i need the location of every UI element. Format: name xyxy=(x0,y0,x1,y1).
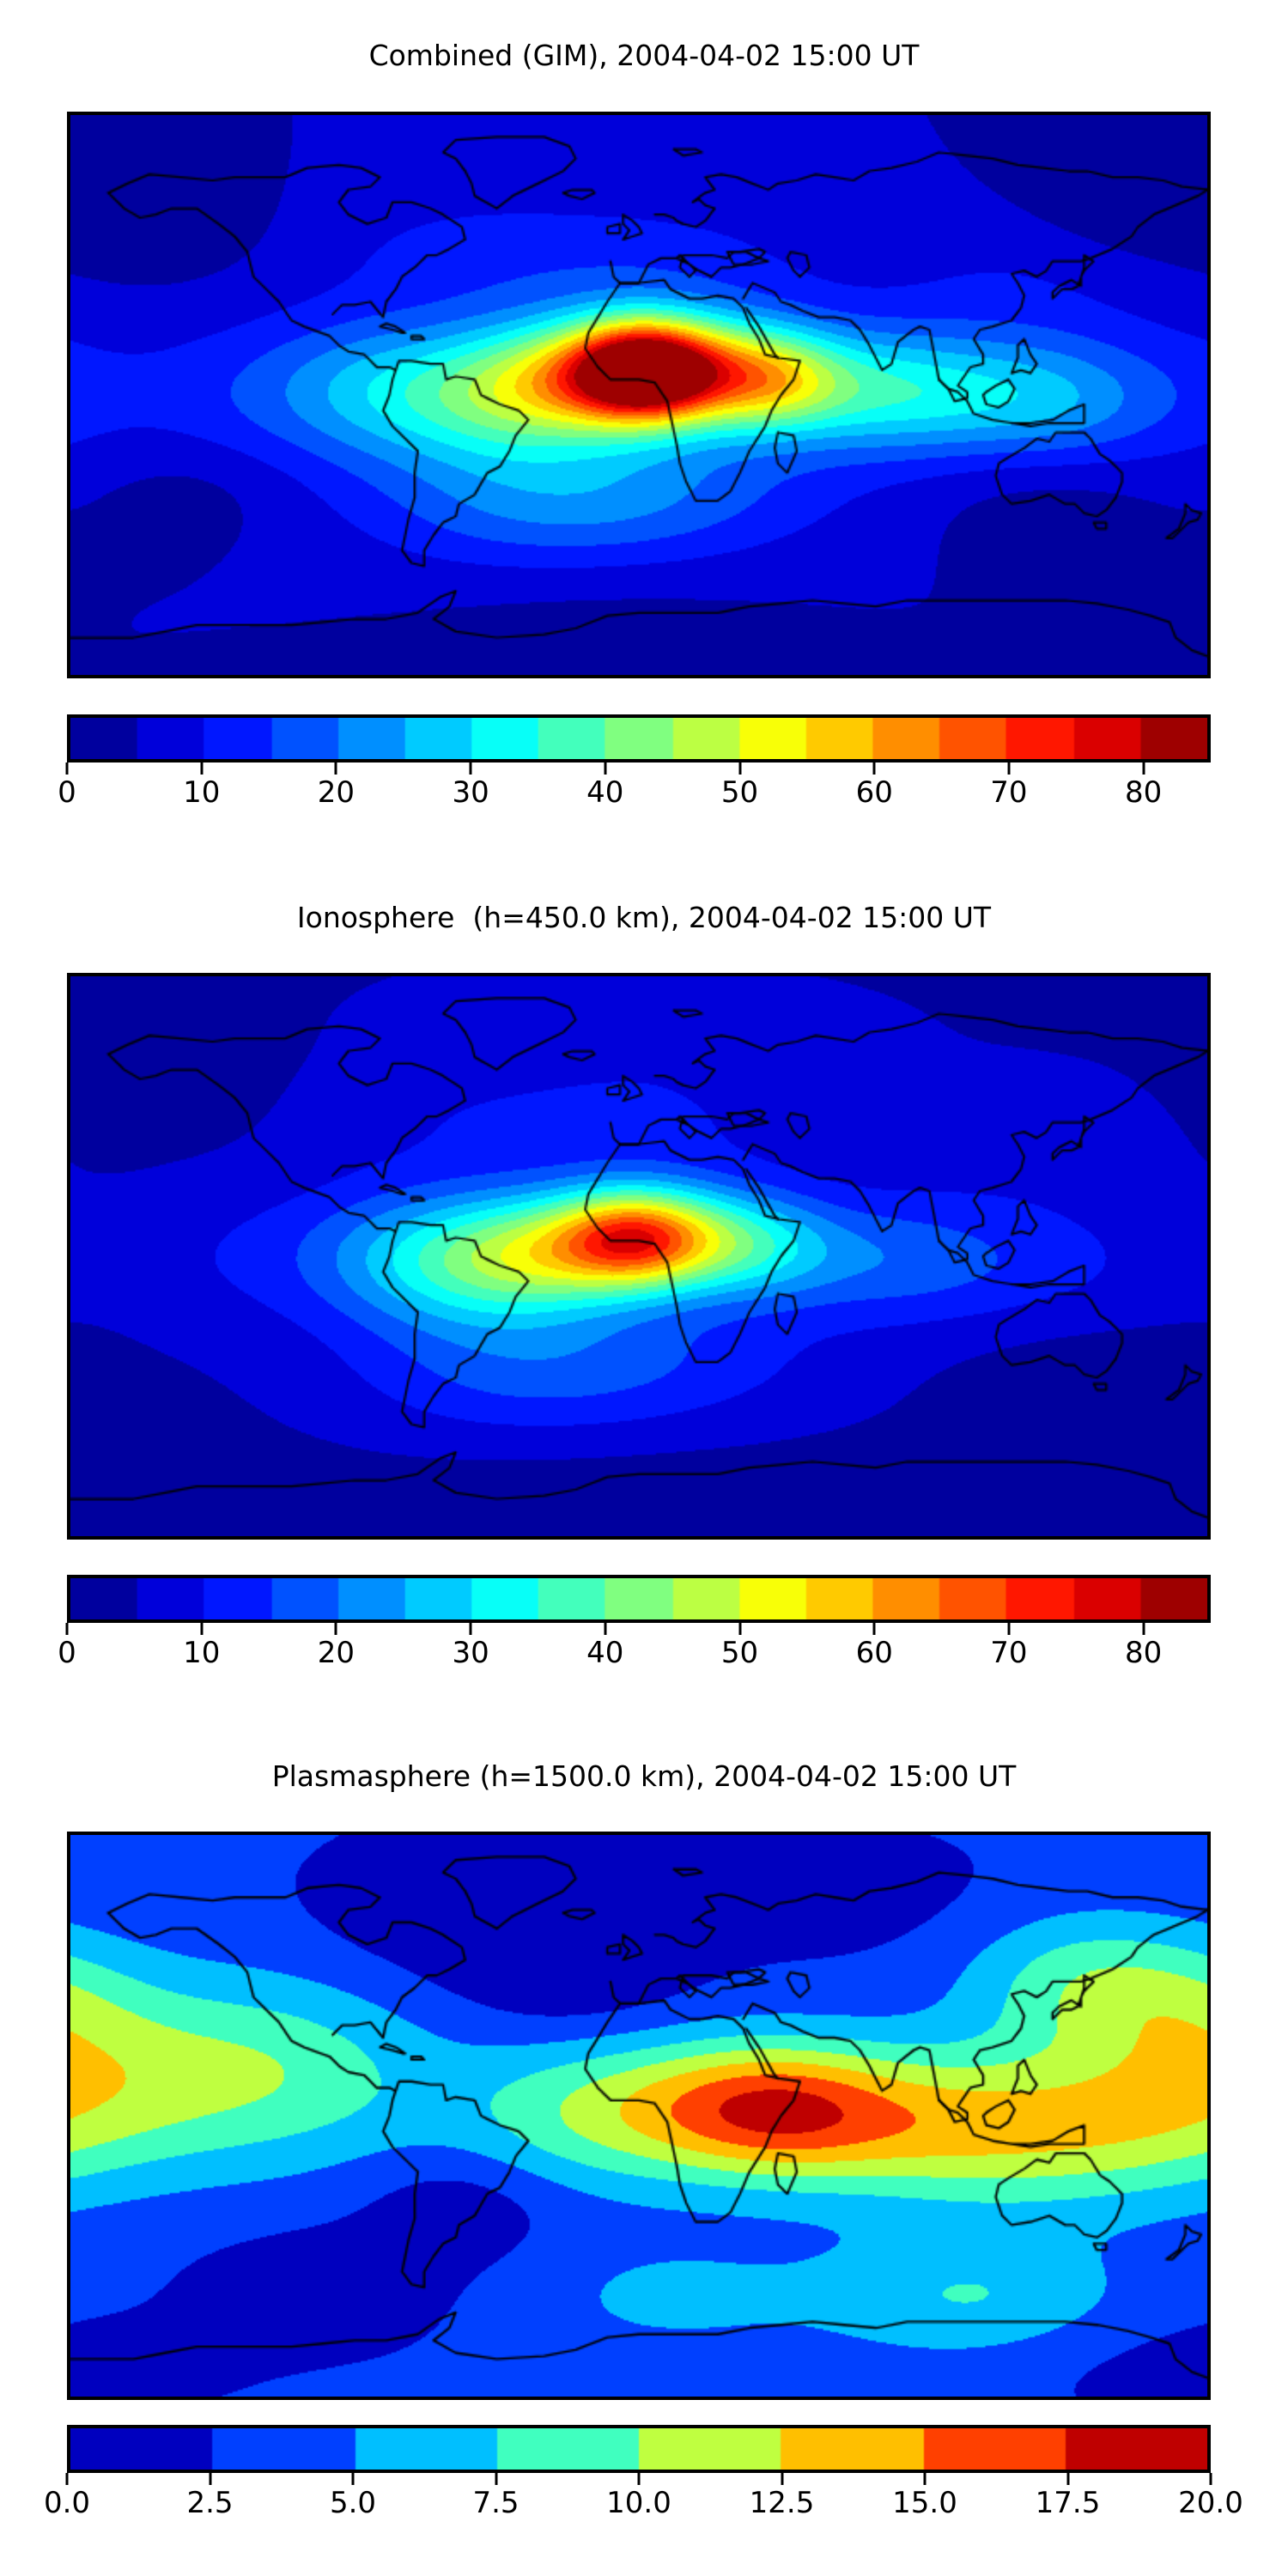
colorbar-tick xyxy=(65,762,69,775)
panel-title-ionosphere: Ionosphere (h=450.0 km), 2004-04-02 15:0… xyxy=(296,901,992,934)
colorbar-tick-label: 60 xyxy=(855,1636,893,1670)
panel-plasmasphere: Plasmasphere (h=1500.0 km), 2004-04-02 1… xyxy=(0,1717,1288,2576)
panel-combined-gim: Combined (GIM), 2004-04-02 15:00 UT 0 10 2… xyxy=(0,0,1288,859)
colorbar-tick xyxy=(781,2473,783,2485)
colorbar-tick-label: 7.5 xyxy=(472,2486,519,2520)
colorbar-tick-labels-ionosphere: 0 10 20 30 40 50 60 70 80 xyxy=(0,1638,1288,1676)
colorbar-tick xyxy=(334,762,337,775)
colorbar-gradient-plasmasphere xyxy=(70,2428,1207,2470)
colorbar-ionosphere xyxy=(67,1575,1211,1623)
colorbar-tick xyxy=(200,1623,204,1635)
colorbar-tick-labels-plasmasphere: 0.0 2.5 5.0 7.5 10.0 12.5 15.0 17.5 20.0 xyxy=(0,2488,1288,2526)
colorbar-tick xyxy=(200,762,204,775)
colorbar-tick xyxy=(1007,1623,1011,1635)
colorbar-tick-label: 10 xyxy=(183,775,221,810)
colorbar-tick xyxy=(738,1623,742,1635)
map-image-combined-gim xyxy=(70,115,1207,675)
colorbar-tick-label: 40 xyxy=(586,775,624,810)
colorbar-tick xyxy=(923,2473,927,2485)
colorbar-gradient-ionosphere xyxy=(70,1578,1207,1619)
colorbar-gradient-combined-gim xyxy=(70,718,1207,759)
colorbar-ticks-plasmasphere xyxy=(65,2473,1212,2485)
colorbar-tick-label: 20 xyxy=(317,1636,355,1670)
colorbar-tick-label: 12.5 xyxy=(749,2486,815,2520)
colorbar-tick-label: 50 xyxy=(720,775,759,810)
colorbar-tick-label: 60 xyxy=(855,775,893,810)
colorbar-tick xyxy=(1066,2473,1069,2485)
colorbar-tick-label: 20.0 xyxy=(1178,2486,1243,2520)
colorbar-tick-labels-combined-gim: 0 10 20 30 40 50 60 70 80 xyxy=(0,778,1288,816)
colorbar-tick-label: 0 xyxy=(58,775,76,810)
colorbar-tick-label: 70 xyxy=(990,775,1028,810)
map-image-ionosphere xyxy=(70,976,1207,1536)
colorbar-tick xyxy=(469,1623,472,1635)
colorbar-tick xyxy=(334,1623,337,1635)
colorbar-tick-label: 15.0 xyxy=(892,2486,957,2520)
colorbar-ticks-combined-gim xyxy=(65,762,1211,775)
colorbar-tick-label: 2.5 xyxy=(186,2486,234,2520)
colorbar-tick xyxy=(604,762,607,775)
colorbar-tick xyxy=(738,762,742,775)
colorbar-tick xyxy=(872,762,876,775)
colorbar-tick-label: 30 xyxy=(452,775,489,810)
colorbar-tick-label: 17.5 xyxy=(1035,2486,1101,2520)
map-axes-combined-gim xyxy=(67,112,1211,678)
colorbar-tick-label: 80 xyxy=(1125,1636,1163,1670)
colorbar-combined-gim xyxy=(67,714,1211,762)
colorbar-tick xyxy=(495,2473,497,2485)
colorbar-tick xyxy=(65,1623,69,1635)
map-image-plasmasphere xyxy=(70,1835,1207,2397)
colorbar-tick-label: 50 xyxy=(720,1636,759,1670)
colorbar-tick xyxy=(1142,762,1145,775)
colorbar-tick-label: 80 xyxy=(1125,775,1163,810)
colorbar-tick xyxy=(351,2473,355,2485)
colorbar-tick-label: 70 xyxy=(990,1636,1028,1670)
colorbar-tick xyxy=(65,2473,69,2485)
colorbar-tick xyxy=(1209,2473,1212,2485)
colorbar-tick-label: 10.0 xyxy=(606,2486,671,2520)
colorbar-tick-label: 0 xyxy=(58,1636,76,1670)
colorbar-tick xyxy=(209,2473,211,2485)
colorbar-tick-label: 0.0 xyxy=(43,2486,91,2520)
map-axes-ionosphere xyxy=(67,973,1211,1540)
colorbar-tick-label: 20 xyxy=(317,775,355,810)
colorbar-tick xyxy=(872,1623,876,1635)
colorbar-tick xyxy=(604,1623,607,1635)
colorbar-ticks-ionosphere xyxy=(65,1623,1211,1635)
colorbar-tick xyxy=(1142,1623,1145,1635)
colorbar-tick-label: 10 xyxy=(183,1636,221,1670)
map-axes-plasmasphere xyxy=(67,1832,1211,2400)
colorbar-tick-label: 30 xyxy=(452,1636,489,1670)
colorbar-tick xyxy=(637,2473,641,2485)
panel-ionosphere: Ionosphere (h=450.0 km), 2004-04-02 15:0… xyxy=(0,859,1288,1717)
colorbar-tick-label: 40 xyxy=(586,1636,624,1670)
colorbar-tick xyxy=(1007,762,1011,775)
colorbar-tick xyxy=(469,762,472,775)
colorbar-tick-label: 5.0 xyxy=(329,2486,377,2520)
panel-title-plasmasphere: Plasmasphere (h=1500.0 km), 2004-04-02 1… xyxy=(271,1759,1017,1793)
panel-title-combined-gim: Combined (GIM), 2004-04-02 15:00 UT xyxy=(368,39,920,72)
colorbar-plasmasphere xyxy=(67,2425,1211,2473)
